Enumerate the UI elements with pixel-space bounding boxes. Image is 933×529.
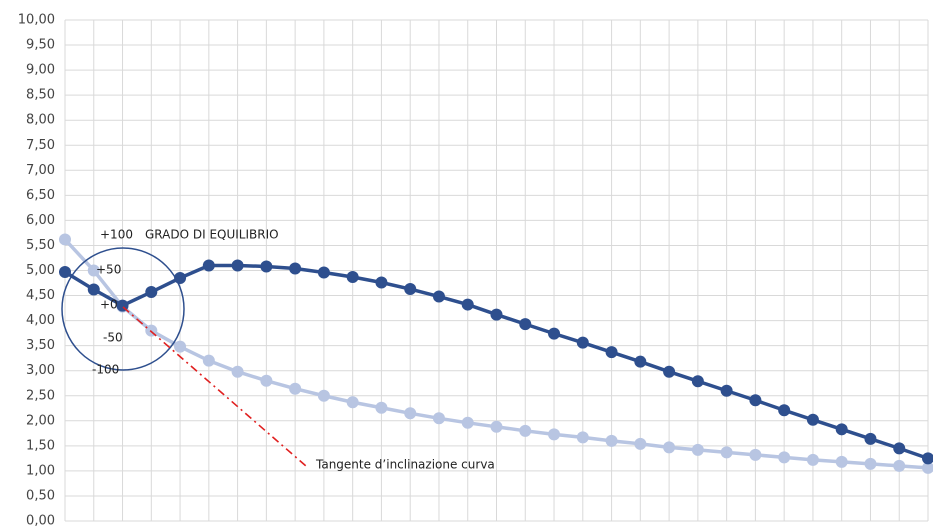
point	[231, 365, 244, 378]
point	[202, 354, 215, 367]
y-tick-label: 9,00	[26, 63, 55, 78]
point	[432, 412, 445, 425]
y-tick-label: 5,00	[26, 263, 55, 278]
y-tick-label: 4,00	[26, 313, 55, 328]
point	[59, 233, 71, 246]
point	[778, 404, 791, 417]
gauge-label: +0	[100, 298, 118, 312]
point	[778, 451, 791, 464]
point	[346, 271, 359, 284]
point	[404, 283, 417, 296]
point	[519, 318, 532, 331]
point	[749, 394, 762, 407]
y-tick-label: 2,00	[26, 413, 55, 428]
point	[720, 384, 733, 397]
point	[749, 448, 762, 461]
y-tick-label: 1,00	[26, 463, 55, 478]
point	[519, 424, 532, 437]
y-tick-label: 6,50	[26, 188, 55, 203]
point	[490, 420, 503, 433]
point	[317, 389, 330, 402]
point	[576, 431, 589, 444]
point	[289, 262, 302, 275]
point	[864, 457, 877, 470]
point	[634, 437, 647, 450]
point	[720, 446, 733, 459]
y-tick-label: 4,50	[26, 288, 55, 303]
point	[806, 453, 819, 466]
y-tick-label: 3,50	[26, 338, 55, 353]
tangent-label: Tangente d’inclinazione curva	[315, 458, 495, 472]
y-tick-label: 2,50	[26, 388, 55, 403]
gauge-label: +50	[96, 263, 121, 277]
point	[893, 459, 906, 472]
y-tick-label: 5,50	[26, 238, 55, 253]
point	[893, 442, 906, 455]
y-tick-label: 9,50	[26, 38, 55, 53]
point	[260, 260, 273, 273]
y-tick-label: 1,50	[26, 438, 55, 453]
point	[548, 428, 561, 441]
point	[59, 266, 71, 279]
y-tick-label: 0,00	[26, 514, 55, 529]
gauge-label: +100	[100, 228, 133, 242]
point	[260, 374, 273, 387]
gauge-title: GRADO DI EQUILIBRIO	[145, 228, 279, 242]
point	[576, 336, 589, 349]
point	[835, 423, 848, 436]
point	[835, 455, 848, 468]
point	[432, 290, 445, 303]
point	[922, 461, 933, 474]
point	[375, 401, 388, 414]
point	[490, 308, 503, 321]
point	[864, 432, 877, 445]
point	[605, 346, 618, 359]
point	[691, 443, 704, 456]
point	[922, 452, 933, 465]
point	[691, 375, 704, 388]
point	[87, 264, 100, 277]
y-tick-label: 0,50	[26, 488, 55, 503]
point	[404, 407, 417, 420]
y-tick-label: 7,50	[26, 138, 55, 153]
gauge-circle	[61, 247, 185, 371]
point	[289, 382, 302, 395]
point	[202, 259, 215, 272]
y-tick-label: 6,00	[26, 213, 55, 228]
y-tick-label: 8,00	[26, 113, 55, 128]
y-tick-label: 3,00	[26, 363, 55, 378]
gauge-label: -100	[92, 363, 119, 377]
point	[461, 416, 474, 429]
point	[145, 286, 158, 299]
gauge-label: -50	[103, 331, 123, 345]
point	[461, 298, 474, 311]
point	[87, 283, 100, 296]
point	[634, 355, 647, 368]
point	[605, 434, 618, 447]
point	[548, 327, 561, 340]
point	[806, 413, 819, 426]
y-tick-label: 10,00	[18, 13, 55, 28]
y-tick-label: 7,00	[26, 163, 55, 178]
point	[663, 365, 676, 378]
point	[663, 441, 676, 454]
tangent-line	[122, 306, 307, 467]
point	[317, 266, 330, 279]
point	[174, 340, 187, 353]
point	[231, 259, 244, 272]
point	[375, 276, 388, 289]
point	[346, 396, 359, 409]
y-tick-label: 8,50	[26, 88, 55, 103]
